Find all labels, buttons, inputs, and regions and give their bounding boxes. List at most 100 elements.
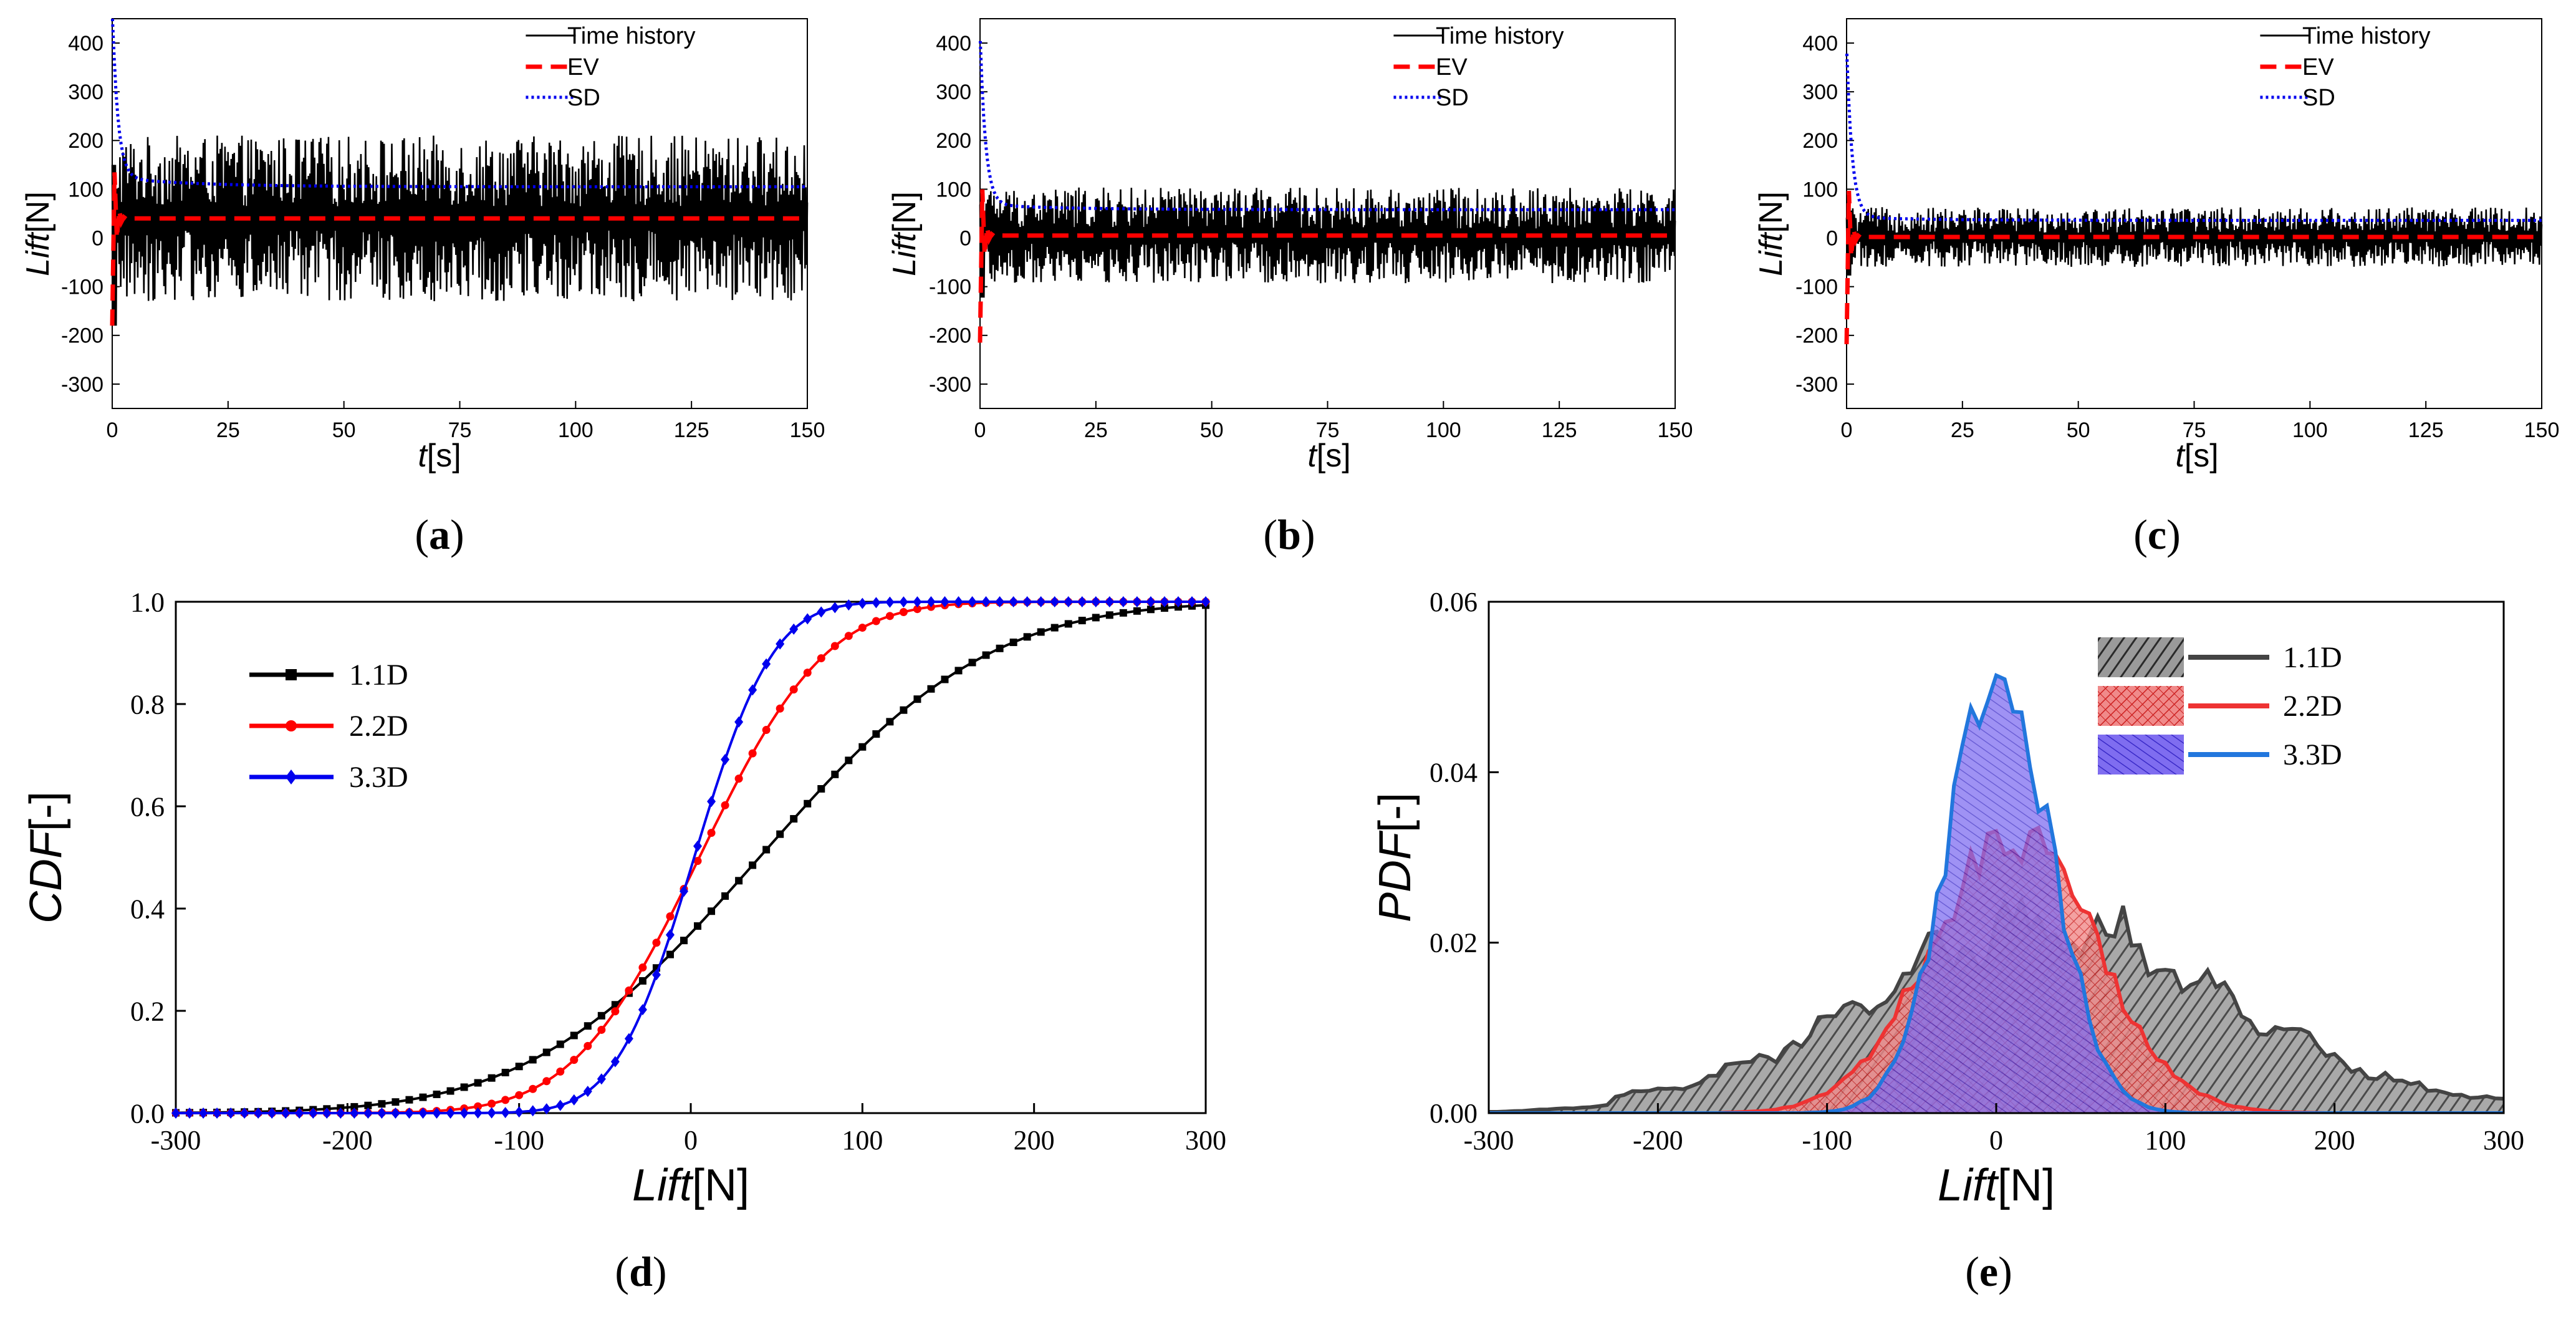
panel-d-2.2D-marker — [529, 1084, 537, 1093]
panel-d-1.1D-marker — [446, 1087, 454, 1095]
panel-d-2.2D-marker — [488, 1099, 496, 1108]
panel-e: -300 -200 -100 0 100 200 300 0.00 0.02 0.04 0.06 1… — [1370, 587, 2524, 1295]
panel-d-3.3D-marker — [487, 1107, 496, 1119]
panel-d-2.2D-marker — [542, 1077, 551, 1086]
panel-d-1.1D-marker — [1119, 609, 1127, 617]
panel-d-2.2D-marker — [474, 1102, 483, 1111]
panel-d-1.1D-marker — [831, 770, 839, 778]
panel-c-x-tick-label: 150 — [2524, 418, 2560, 442]
panel-d-3.3D-marker — [555, 1099, 565, 1111]
panel-d-2.2D-marker — [556, 1067, 565, 1076]
panel-d-legend-1-1d: 1.1D — [349, 659, 408, 692]
panel-d-3.3D-marker — [1050, 596, 1059, 607]
panel-d-y-tick-label: 1.0 — [130, 587, 165, 617]
panel-d-3.3D-marker — [514, 1106, 524, 1118]
panel-a: 0 25 50 75 100 125 150 -300 -200 -100 0 100 200 300 40… — [20, 18, 825, 558]
panel-d-2.2D-marker — [721, 801, 729, 809]
panel-b-x-tick-label: 150 — [1658, 418, 1693, 442]
panel-d-2.2D-marker — [858, 624, 867, 632]
panel-d-3.3D-marker — [899, 596, 908, 608]
panel-c-y-tick-label: -300 — [1795, 373, 1838, 397]
panel-c-legend-time-history: Time history — [2302, 23, 2431, 49]
panel-d-y-tick-label: 0.0 — [130, 1098, 165, 1129]
panel-e-legend-2-2d: 2.2D — [2283, 690, 2342, 723]
panel-e-x-tick-label: -300 — [1464, 1125, 1514, 1156]
panel-a-y-axis-label: Lift[N] — [20, 191, 56, 276]
panel-e-y-tick-label: 0.06 — [1430, 587, 1478, 617]
panel-e-y-tick-label: 0.00 — [1430, 1098, 1478, 1129]
panel-c-label: (c) — [2133, 511, 2181, 558]
panel-b-y-axis-label: Lift[N] — [887, 191, 923, 276]
panel-d-3.3D-marker — [762, 658, 771, 670]
panel-d-2.2D-marker — [597, 1025, 606, 1034]
panel-b-x-tick-label: 100 — [1426, 418, 1461, 442]
panel-d-1.1D-marker — [392, 1098, 400, 1106]
panel-d-3.3D-marker — [872, 597, 881, 609]
panel-e-x-tick-label: -100 — [1802, 1125, 1852, 1156]
panel-c-ev-line — [1844, 190, 2542, 344]
panel-d-1.1D-marker — [762, 846, 771, 854]
panel-d-2.2D-line — [176, 601, 1206, 1114]
panel-d-1.1D-marker — [735, 877, 743, 885]
panel-a-x-tick-label: 75 — [448, 418, 472, 442]
plot-e-area — [1489, 637, 2504, 1113]
panel-d-1.1D-marker — [638, 977, 646, 985]
panel-d-1.1D-marker — [968, 659, 976, 667]
panel-d-3.3D-marker — [1064, 596, 1073, 607]
panel-b-x-tick-label: 0 — [974, 418, 986, 442]
panel-d-3.3D-marker — [281, 1107, 291, 1119]
panel-a-y-tick-label: -100 — [61, 276, 103, 299]
panel-d-3.3D-marker — [693, 840, 703, 852]
panel-d-3.3D-marker — [309, 1107, 318, 1119]
panel-d-3.3D-marker — [721, 754, 730, 766]
panel-d-1.1D-marker — [556, 1040, 564, 1048]
panel-d-1.1D-marker — [913, 695, 921, 703]
panel-d-1.1D-marker — [1105, 611, 1113, 619]
panel-d-3.3D-marker — [213, 1107, 222, 1119]
panel-d-3.3D-marker — [844, 599, 853, 611]
panel-d-3.3D-marker — [748, 684, 757, 696]
panel-d-1.1D-marker — [804, 799, 812, 808]
panel-d-3.3D-marker — [391, 1107, 400, 1119]
panel-d-2.2D-marker — [625, 986, 633, 995]
panel-d-1.1D-marker — [996, 644, 1004, 652]
panel-d-3.3D-marker — [377, 1107, 387, 1119]
panel-b-x-tick-label: 125 — [1542, 418, 1577, 442]
panel-a-legend-time-history: Time history — [567, 23, 696, 49]
panel-d-2.2D-marker — [611, 1007, 620, 1016]
panel-d-2.2D-marker — [666, 912, 675, 921]
panel-d-1.1D-marker — [790, 815, 798, 823]
panel-d-2.2D-marker — [817, 654, 825, 663]
panel-d-3.3D-marker — [885, 596, 895, 608]
panel-a-time-history-line — [111, 135, 809, 326]
panel-d-3.3D-marker — [995, 596, 1004, 608]
panel-d-3.3D-marker — [1077, 596, 1087, 607]
panel-a-x-tick-label: 0 — [107, 418, 118, 442]
panel-d-3.3D-marker — [1132, 596, 1141, 607]
panel-a-label: (a) — [415, 511, 464, 558]
panel-d-3.3D-marker — [1201, 596, 1210, 607]
panel-d-1.1D-marker — [1009, 639, 1017, 647]
panel-b-y-tick-label: -100 — [929, 276, 971, 299]
panel-d-legend-marker-2.2D — [286, 720, 297, 731]
panel-e-y-axis-label: PDF[-] — [1370, 793, 1420, 922]
panel-d-1.1D-marker — [433, 1090, 441, 1098]
panel-d-2.2D-marker — [652, 939, 661, 947]
panel-e-x-tick-label: -200 — [1633, 1125, 1683, 1156]
panel-d-1.1D-marker — [1133, 607, 1141, 615]
panel-d-3.3D-marker — [185, 1107, 195, 1119]
panel-d-3.3D-marker — [1091, 596, 1100, 607]
panel-d-3.3D-marker — [432, 1107, 441, 1119]
panel-b-label: (b) — [1263, 511, 1315, 558]
panel-d-3.3D-marker — [940, 596, 949, 608]
panel-d-x-tick-label: -300 — [151, 1125, 201, 1156]
panel-d-2.2D-marker — [899, 607, 908, 616]
panel-d-1.1D-marker — [982, 651, 990, 659]
panel-d-3.3D-marker — [350, 1107, 359, 1119]
panel-e-label: (e) — [1965, 1248, 2012, 1295]
panel-e-x-tick-label: 0 — [1989, 1125, 2003, 1156]
panel-d-2.2D-marker — [844, 632, 853, 640]
panel-d-3.3D-marker — [597, 1073, 606, 1085]
panel-c-x-tick-label: 75 — [2183, 418, 2206, 442]
